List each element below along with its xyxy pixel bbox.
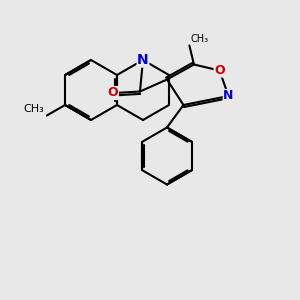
Text: N: N [137,53,149,67]
Text: CH₃: CH₃ [24,104,44,114]
Text: CH₃: CH₃ [191,34,209,44]
Text: O: O [214,64,225,77]
Text: N: N [223,89,234,103]
Text: O: O [108,86,118,100]
